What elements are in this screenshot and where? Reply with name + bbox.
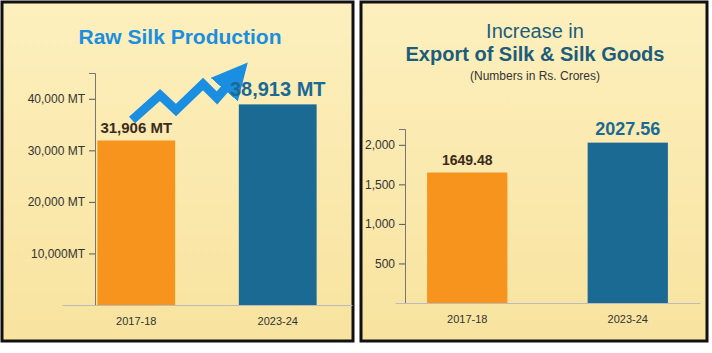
y-tick: 1,500 [365, 178, 405, 192]
chart-subtitle: (Numbers in Rs. Crores) [470, 69, 600, 83]
x-axis-line [63, 305, 353, 306]
chart-title: Increase inExport of Silk & Silk Goods [406, 20, 665, 65]
y-tick-label: 2,000 [365, 138, 395, 152]
bars [97, 104, 316, 305]
y-tick: 20,000 MT [28, 195, 95, 209]
data-label: 1649.48 [442, 152, 493, 168]
page-background [0, 0, 712, 353]
data-labels: 31,906 MT 38,913 MT [100, 78, 325, 135]
chart-panel: Increase inExport of Silk & Silk Goods (N… [361, 2, 707, 341]
y-tick-mark [399, 145, 405, 146]
x-tick-label: 2023-24 [258, 315, 298, 327]
chart-root: Raw Silk Production 10,000MT 20,000 MT 30,0… [0, 0, 712, 353]
y-tick: 30,000 MT [28, 144, 95, 158]
title-line: Export of Silk & Silk Goods [406, 43, 665, 65]
y-tick-mark [399, 263, 405, 264]
y-tick: 2,000 [365, 138, 405, 152]
y-tick-label: 20,000 MT [28, 195, 86, 209]
y-tick-label: 10,000MT [31, 247, 86, 261]
y-tick-mark [89, 150, 95, 151]
y-tick-mark [399, 224, 405, 225]
x-axis: 2017-18 2023-24 [396, 303, 701, 325]
y-axis-line [399, 130, 406, 304]
data-label: 38,913 MT [230, 78, 326, 100]
y-tick: 500 [375, 257, 405, 271]
chart-svg: Raw Silk Production 10,000MT 20,000 MT 30,0… [0, 0, 712, 353]
x-tick: 2023-24 [608, 303, 648, 325]
y-tick: 40,000 MT [28, 92, 95, 106]
x-tick: 2017-18 [116, 305, 156, 327]
x-axis-line [396, 303, 701, 304]
y-axis-line [89, 74, 96, 306]
chart-title: Raw Silk Production [78, 25, 281, 48]
y-tick: 1,000 [365, 217, 405, 231]
panel-frame [361, 2, 707, 341]
y-tick-mark [89, 202, 95, 203]
y-tick-mark [89, 253, 95, 254]
bar [239, 104, 317, 305]
x-tick: 2023-24 [258, 305, 298, 327]
y-tick-label: 30,000 MT [28, 144, 86, 158]
panel-frame [2, 2, 353, 341]
y-tick: 10,000MT [31, 247, 95, 261]
x-axis: 2017-18 2023-24 [63, 305, 353, 327]
y-tick-label: 500 [375, 257, 395, 271]
bar [588, 143, 668, 303]
y-tick-mark [89, 99, 95, 100]
x-tick: 2017-18 [447, 303, 487, 325]
data-label: 2027.56 [595, 119, 660, 139]
x-tick-label: 2017-18 [116, 315, 156, 327]
title-line: Increase in [486, 20, 584, 42]
y-axis: 10,000MT 20,000 MT 30,000 MT 40,000 MT [28, 74, 96, 306]
x-tick-label: 2023-24 [608, 313, 648, 325]
data-label: 31,906 MT [100, 119, 172, 136]
title-line: Raw Silk Production [78, 25, 281, 48]
bar [427, 173, 507, 303]
bars [427, 143, 668, 303]
y-tick-label: 40,000 MT [28, 92, 86, 106]
y-tick-mark [399, 184, 405, 185]
y-axis: 500 1,000 1,500 2,000 [365, 130, 406, 304]
bar [97, 141, 175, 305]
y-tick-label: 1,000 [365, 217, 395, 231]
data-labels: 1649.48 2027.56 [442, 119, 660, 168]
x-tick-label: 2017-18 [447, 313, 487, 325]
chart-panel: Raw Silk Production 10,000MT 20,000 MT 30,0… [2, 2, 353, 341]
trend-arrow [132, 76, 236, 120]
y-tick-label: 1,500 [365, 178, 395, 192]
